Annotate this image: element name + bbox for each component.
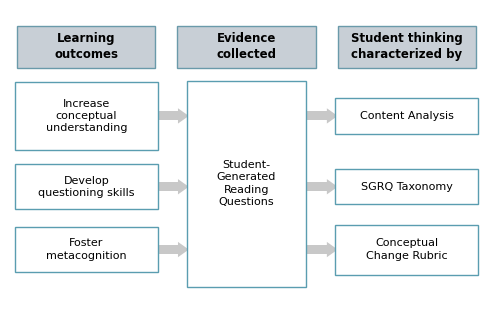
FancyBboxPatch shape (335, 225, 478, 274)
Polygon shape (178, 179, 189, 194)
Text: Develop
questioning skills: Develop questioning skills (38, 175, 135, 198)
FancyBboxPatch shape (338, 26, 476, 68)
Polygon shape (178, 242, 189, 257)
Text: Evidence
collected: Evidence collected (216, 32, 277, 61)
Text: Foster
metacognition: Foster metacognition (46, 238, 127, 261)
Text: Content Analysis: Content Analysis (360, 111, 454, 121)
FancyBboxPatch shape (187, 80, 306, 287)
Bar (155, 245, 178, 254)
Polygon shape (327, 108, 338, 124)
Text: Student thinking
characterized by: Student thinking characterized by (351, 32, 462, 61)
Polygon shape (327, 179, 338, 194)
Bar (155, 182, 178, 191)
Polygon shape (178, 108, 189, 124)
FancyBboxPatch shape (17, 26, 155, 68)
Text: SGRQ Taxonomy: SGRQ Taxonomy (361, 182, 453, 192)
Bar (155, 111, 178, 120)
FancyBboxPatch shape (15, 164, 158, 209)
Text: Student-
Generated
Reading
Questions: Student- Generated Reading Questions (217, 160, 276, 207)
FancyBboxPatch shape (335, 169, 478, 204)
Bar (304, 245, 327, 254)
FancyBboxPatch shape (177, 26, 316, 68)
Text: Conceptual
Change Rubric: Conceptual Change Rubric (366, 238, 448, 261)
FancyBboxPatch shape (15, 227, 158, 272)
FancyBboxPatch shape (15, 82, 158, 150)
Bar (304, 111, 327, 120)
Text: Increase
conceptual
understanding: Increase conceptual understanding (45, 99, 127, 133)
Text: Learning
outcomes: Learning outcomes (54, 32, 118, 61)
FancyBboxPatch shape (335, 98, 478, 134)
Bar (304, 182, 327, 191)
Polygon shape (327, 242, 338, 257)
